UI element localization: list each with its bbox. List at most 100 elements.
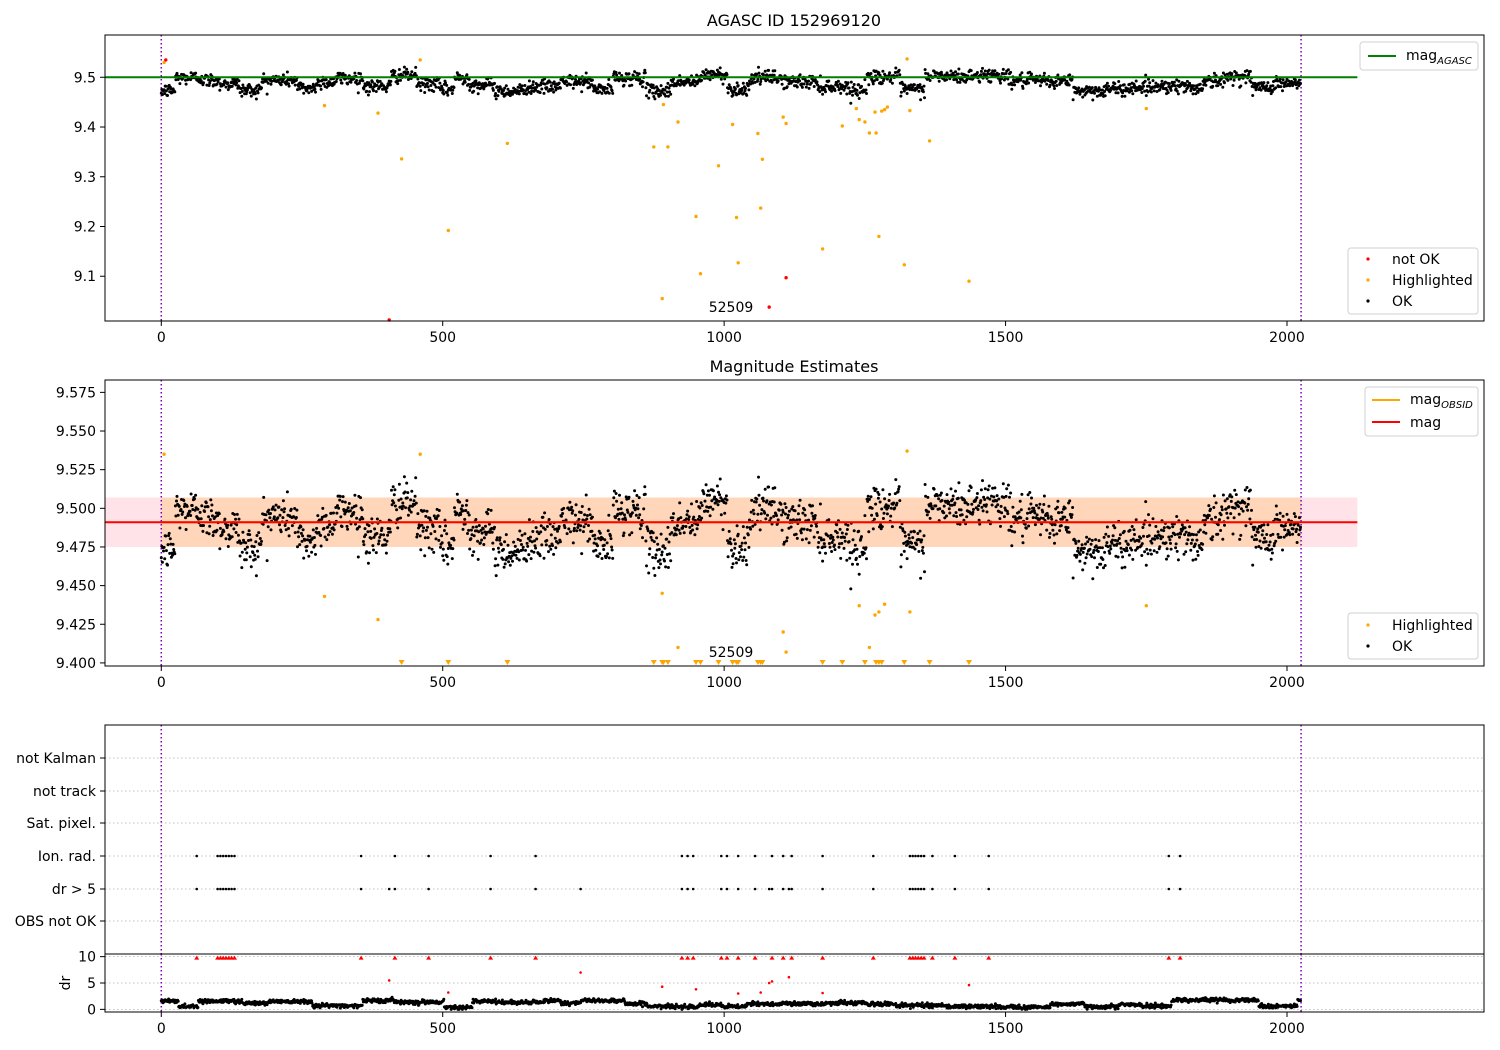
- ok-point: [588, 513, 592, 517]
- ok-point: [803, 513, 807, 517]
- ok-point: [615, 73, 619, 77]
- dr-point: [176, 999, 180, 1003]
- ok-point: [578, 528, 582, 532]
- ok-point: [1028, 491, 1032, 494]
- ok-point: [1216, 532, 1220, 536]
- ok-point: [1048, 83, 1052, 87]
- ok-point: [1110, 541, 1114, 545]
- ok-point: [697, 515, 701, 518]
- ok-point: [440, 541, 444, 545]
- ok-point: [783, 502, 787, 506]
- ok-point: [899, 90, 903, 94]
- ok-point: [903, 534, 907, 538]
- ok-point: [402, 475, 406, 479]
- highlighted-point: [505, 141, 510, 146]
- ok-point: [663, 559, 666, 563]
- ok-point: [1194, 92, 1198, 96]
- ok-point: [983, 487, 987, 491]
- ok-point: [330, 532, 334, 536]
- ok-point: [659, 562, 662, 566]
- ok-point: [491, 88, 495, 92]
- ok-point: [1170, 534, 1174, 538]
- ok-point: [1055, 505, 1059, 509]
- ok-point: [1230, 495, 1234, 499]
- ok-point: [375, 83, 379, 87]
- ok-point: [763, 487, 767, 491]
- ok-point: [494, 557, 498, 561]
- ok-point: [795, 85, 799, 89]
- ok-point: [862, 551, 866, 555]
- ok-point: [643, 485, 647, 489]
- ok-point: [545, 539, 549, 542]
- ok-point: [897, 487, 901, 491]
- ok-point: [989, 80, 993, 84]
- ok-point: [539, 524, 543, 528]
- ok-point: [338, 494, 342, 498]
- x-tick-label: 1000: [706, 330, 742, 346]
- ok-point: [648, 88, 652, 92]
- ok-point: [369, 536, 373, 540]
- ok-point: [1113, 538, 1117, 542]
- ok-point: [439, 545, 442, 549]
- ok-point: [627, 72, 631, 76]
- ok-point: [503, 540, 507, 544]
- ok-point: [293, 507, 297, 510]
- ok-point: [1106, 545, 1110, 549]
- ok-point: [1030, 496, 1033, 500]
- ok-point: [667, 86, 671, 90]
- ok-point: [745, 525, 749, 529]
- ok-point: [1111, 84, 1115, 88]
- ok-point: [630, 511, 634, 515]
- ok-point: [630, 531, 634, 535]
- ok-point: [664, 94, 668, 98]
- ok-point: [1263, 536, 1266, 540]
- ok-point: [876, 496, 880, 500]
- ok-point: [1299, 81, 1302, 85]
- ok-point: [1267, 543, 1271, 547]
- ok-point: [773, 69, 777, 73]
- ok-point: [359, 496, 362, 500]
- ok-point: [1196, 553, 1200, 557]
- ok-point: [1185, 79, 1189, 83]
- ok-point: [238, 91, 242, 95]
- ok-point: [1074, 87, 1078, 91]
- ok-point: [1165, 547, 1169, 551]
- ok-point: [749, 510, 753, 514]
- ok-point: [337, 506, 341, 510]
- ok-point: [517, 92, 521, 96]
- ok-point: [1069, 515, 1073, 519]
- ok-point: [849, 587, 853, 591]
- ok-point: [350, 506, 354, 510]
- ok-point: [226, 523, 230, 527]
- ok-point: [1210, 538, 1214, 542]
- ok-point: [1281, 514, 1285, 518]
- ok-point: [1037, 506, 1041, 510]
- ok-point: [1198, 82, 1202, 86]
- ok-point: [1209, 507, 1212, 511]
- ok-point: [240, 89, 244, 93]
- ok-point: [497, 89, 501, 93]
- ok-point: [1174, 542, 1178, 546]
- flag-point: [917, 854, 920, 858]
- ok-point: [866, 499, 870, 503]
- ok-point: [281, 73, 285, 77]
- panel-2-obsid-label: 52509: [709, 645, 754, 661]
- ok-point: [283, 524, 287, 527]
- ok-point: [954, 511, 958, 515]
- ok-point: [611, 503, 615, 507]
- ok-point: [1244, 524, 1248, 528]
- flag-point: [219, 887, 222, 891]
- ok-point: [465, 499, 469, 503]
- ok-point: [721, 528, 725, 532]
- ok-point: [252, 545, 256, 549]
- highlighted-point: [867, 131, 872, 135]
- ok-point: [429, 532, 433, 536]
- ok-point: [413, 494, 417, 498]
- ok-point: [477, 530, 481, 534]
- ok-point: [960, 513, 964, 517]
- ok-point: [585, 78, 589, 82]
- ok-point: [843, 86, 847, 90]
- x-tick-label: 1500: [988, 330, 1024, 346]
- ok-point: [702, 492, 706, 496]
